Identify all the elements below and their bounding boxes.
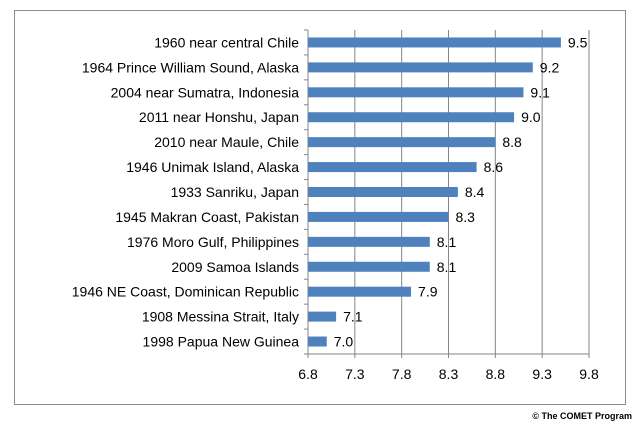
category-label: 1946 Unimak Island, Alaska [126,159,299,175]
bar [308,187,458,197]
bar [308,311,337,322]
data-label: 9.1 [530,84,550,100]
x-tick-label: 7.8 [392,366,412,382]
category-label: 1976 Moro Gulf, Philippines [127,234,299,250]
bar [308,87,524,98]
x-tick-label: 7.3 [345,366,365,382]
bar [308,211,449,222]
bar [308,162,477,173]
data-label: 9.0 [521,109,541,125]
category-label: 2009 Samoa Islands [171,259,299,275]
data-label: 8.1 [437,259,457,275]
data-label: 9.2 [540,59,560,75]
data-label: 7.1 [343,309,363,325]
data-label: 7.9 [418,284,438,300]
bar [308,37,561,48]
bar [308,236,430,247]
category-label: 2010 near Maule, Chile [154,134,299,150]
bar [308,336,327,347]
data-label: 8.1 [437,234,457,250]
category-label: 1964 Prince William Sound, Alaska [82,59,299,75]
category-label: 1908 Messina Strait, Italy [142,309,299,325]
x-tick-label: 9.8 [579,366,599,382]
x-tick-label: 8.8 [486,366,506,382]
credit-text: © The COMET Program [532,411,632,421]
category-label: 2004 near Sumatra, Indonesia [111,84,300,100]
category-label: 1998 Papua New Guinea [143,334,300,350]
data-label: 9.5 [568,34,588,50]
x-tick-label: 9.3 [532,366,552,382]
category-label: 1933 Sanriku, Japan [171,184,299,200]
bar [308,261,430,272]
category-label: 1945 Makran Coast, Pakistan [115,209,299,225]
data-label: 8.8 [502,134,522,150]
bar [308,286,412,297]
x-tick-label: 8.3 [439,366,459,382]
category-label: 2011 near Honshu, Japan [139,109,299,125]
bar [308,112,515,123]
data-label: 8.3 [456,209,476,225]
data-label: 7.0 [334,334,354,350]
category-label: 1960 near central Chile [154,34,299,50]
data-label: 8.6 [484,159,504,175]
category-label: 1946 NE Coast, Dominican Republic [72,284,299,300]
data-label: 8.4 [465,184,485,200]
bar [308,137,496,148]
x-tick-label: 6.8 [298,366,318,382]
bar [308,62,533,73]
